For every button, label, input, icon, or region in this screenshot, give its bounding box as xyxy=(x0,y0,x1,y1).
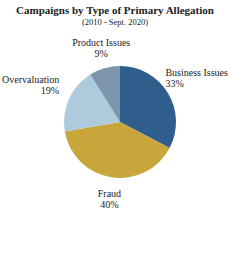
slice xyxy=(90,66,120,122)
pie xyxy=(64,66,176,178)
title: Campaigns by Type of Primary Allegation xyxy=(16,4,214,16)
slice-name: Fraud xyxy=(98,188,121,199)
subtitle: (2010 - Sept. 2020) xyxy=(82,17,148,27)
slice-label: Product Issues9% xyxy=(72,37,130,59)
slice-value: 40% xyxy=(100,199,118,210)
slice-label: Overvaluation19% xyxy=(2,74,59,96)
slice-value: 9% xyxy=(95,48,108,59)
chart: Campaigns by Type of Primary Allegation(… xyxy=(0,0,230,280)
labels: Business Issues33% Fraud40% Overvaluation1… xyxy=(2,37,228,211)
slice-label: Fraud40% xyxy=(98,188,121,210)
slice xyxy=(65,122,170,178)
slice-value: 19% xyxy=(41,85,59,96)
slice-label: Business Issues33% xyxy=(165,67,228,89)
slice-name: Business Issues xyxy=(165,67,228,78)
slice-name: Product Issues xyxy=(72,37,130,48)
slice-name: Overvaluation xyxy=(2,74,59,85)
slice-value: 33% xyxy=(165,78,183,89)
